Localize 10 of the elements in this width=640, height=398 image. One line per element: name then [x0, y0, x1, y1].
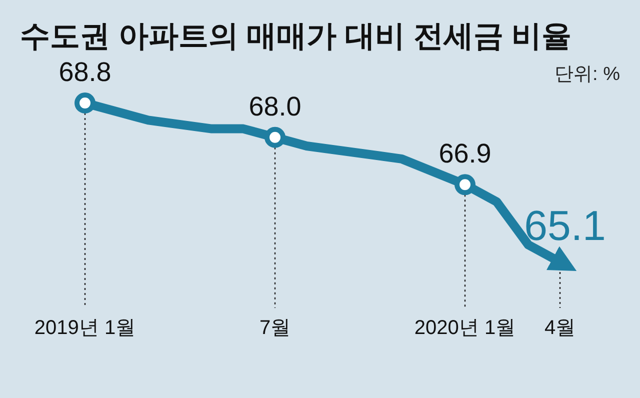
xtick-label: 7월: [259, 317, 291, 339]
xtick-label: 2020년 1월: [414, 317, 516, 339]
data-label: 65.1: [524, 202, 606, 249]
annotation: 단위: %: [554, 64, 620, 85]
data-label: 66.9: [438, 138, 492, 169]
title: 수도권 아파트의 매매가 대비 전세금 비율: [20, 20, 572, 53]
xtick-label: 2019년 1월: [34, 317, 136, 339]
data-label: 68.8: [58, 57, 112, 87]
xtick-label: 4월: [544, 317, 576, 339]
data-label: 68.0: [248, 91, 302, 122]
